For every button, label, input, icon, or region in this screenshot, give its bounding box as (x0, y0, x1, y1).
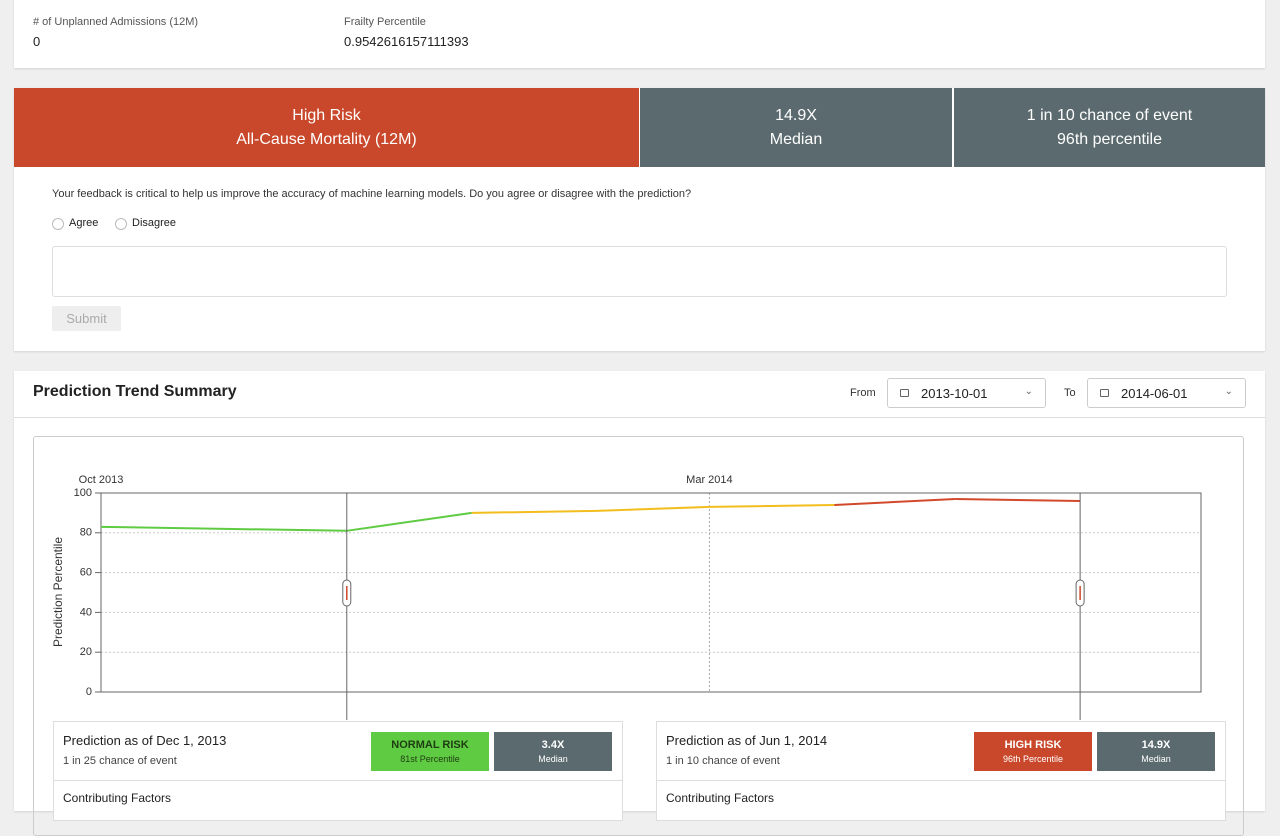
to-date[interactable]: 2014-06-01 ⌄ (1087, 378, 1246, 408)
line-segment (709, 503, 835, 508)
page: # of Unplanned Admissions (12M) 0 Frailt… (14, 0, 1265, 836)
plot-border (100, 492, 1202, 693)
from-label: From (850, 387, 876, 399)
card-subtitle: 1 in 10 chance of event (666, 755, 780, 767)
y-tick-label: 100 (74, 487, 92, 499)
field-value: 0 (33, 34, 41, 49)
line-segment (955, 497, 1081, 502)
radio-label[interactable]: Agree (69, 217, 99, 229)
calendar-icon (900, 389, 909, 397)
line-segment (100, 525, 347, 532)
calendar-icon (1100, 389, 1109, 397)
card-divider (656, 780, 1226, 781)
multiple-banner: 14.9X Median (640, 88, 952, 167)
radio-label[interactable]: Disagree (132, 217, 177, 229)
badge-median: Median (538, 754, 568, 764)
card-subtitle: 1 in 25 chance of event (63, 755, 177, 767)
badge-median: Median (1141, 754, 1171, 764)
risk-outcome: All-Cause Mortality (12M) (236, 130, 417, 148)
multiple-label: Median (769, 130, 823, 148)
submit-button[interactable]: Submit (52, 306, 121, 331)
multiple: 14.9X (775, 106, 817, 124)
radio[interactable] (115, 218, 127, 230)
badge-multiple: 3.4X (541, 739, 565, 751)
summary-panel: # of Unplanned Admissions (12M) 0 Frailt… (14, 0, 1265, 68)
badge-risk: NORMAL RISK (391, 739, 469, 751)
risk-badge: HIGH RISK 96th Percentile (974, 732, 1092, 771)
risk-badge: NORMAL RISK 81st Percentile (371, 732, 489, 771)
badge-percentile: 96th Percentile (1002, 754, 1064, 764)
x-tick-label: Mar 2014 (686, 474, 732, 486)
card-title: Prediction as of Dec 1, 2013 (63, 733, 227, 748)
field-label: # of Unplanned Admissions (12M) (33, 16, 199, 28)
chevron: ⌄ (1024, 386, 1033, 397)
risk-banner: High Risk All-Cause Mortality (12M) (14, 88, 639, 167)
field-label: Frailty Percentile (344, 16, 426, 28)
line-segment (346, 511, 472, 532)
chance: 1 in 10 chance of event (1026, 106, 1193, 124)
multiple-badge: 3.4X Median (494, 732, 612, 771)
y-tick-label: 0 (86, 686, 92, 698)
from-date[interactable]: 2013-10-01 ⌄ (887, 378, 1046, 408)
chance-banner: 1 in 10 chance of event 96th percentile (954, 88, 1265, 167)
multiple-badge: 14.9X Median (1097, 732, 1215, 771)
risk-level: High Risk (292, 106, 361, 124)
factors-title: Contributing Factors (63, 791, 172, 805)
field-value: 0.9542616157111393 (344, 34, 469, 49)
line-segment (834, 497, 956, 506)
y-tick-label: 40 (80, 606, 92, 618)
percentile: 96th percentile (1057, 130, 1162, 148)
y-tick-label: 20 (80, 646, 92, 658)
card-divider (53, 780, 623, 781)
feedback-question: Your feedback is critical to help us imp… (52, 188, 692, 200)
radio[interactable] (52, 218, 64, 230)
line-segment (596, 505, 710, 512)
to-label: To (1064, 387, 1076, 399)
factors-title: Contributing Factors (666, 791, 775, 805)
x-tick-label: Oct 2013 (79, 474, 124, 486)
y-tick-label: 60 (80, 567, 92, 579)
to-value: 2014-06-01 (1121, 386, 1188, 401)
feedback-textarea[interactable] (52, 246, 1227, 297)
y-tick-label: 80 (80, 527, 92, 539)
from-value: 2013-10-01 (921, 386, 988, 401)
card-title: Prediction as of Jun 1, 2014 (666, 733, 828, 748)
badge-risk: HIGH RISK (1004, 739, 1062, 751)
divider (14, 417, 1265, 418)
badge-percentile: 81st Percentile (400, 754, 460, 764)
trend-title: Prediction Trend Summary (33, 383, 237, 400)
chevron: ⌄ (1224, 386, 1233, 397)
y-axis-label: Prediction Percentile (51, 537, 65, 647)
line-segment (471, 509, 597, 514)
badge-multiple: 14.9X (1141, 739, 1171, 751)
